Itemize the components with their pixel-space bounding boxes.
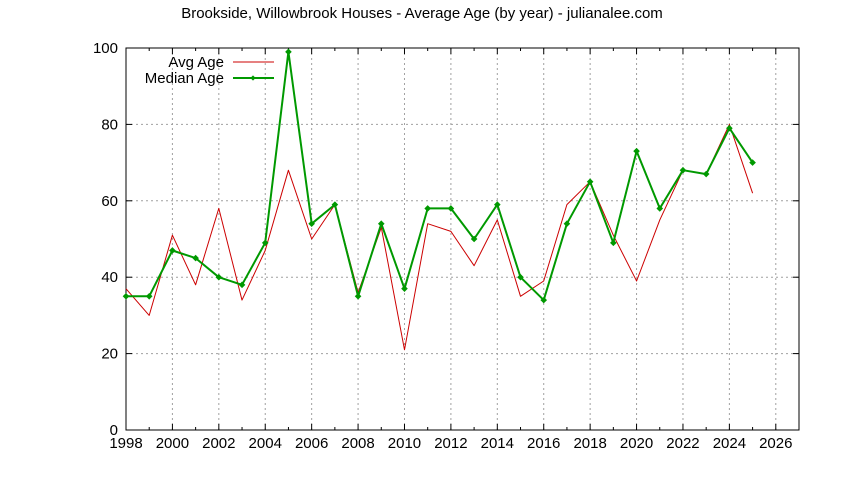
data-point	[285, 48, 292, 56]
x-tick-label: 2008	[341, 435, 374, 452]
legend-label: Avg Age	[168, 54, 224, 71]
data-point	[424, 205, 431, 212]
data-point	[540, 296, 548, 304]
legend-marker	[250, 75, 256, 81]
data-point	[494, 201, 501, 208]
chart-title: Brookside, Willowbrook Houses - Average …	[181, 5, 663, 22]
data-point	[261, 239, 269, 247]
x-tick-label: 2014	[481, 435, 514, 452]
data-point	[377, 220, 385, 228]
plot-frame	[125, 47, 800, 431]
data-point	[470, 235, 478, 243]
data-point	[308, 220, 315, 228]
x-tick-label: 2022	[666, 435, 699, 452]
data-point	[215, 273, 223, 281]
data-point	[633, 147, 640, 155]
data-point	[749, 159, 756, 166]
data-point	[517, 273, 524, 281]
x-axis: 1998 2000 2002 2004 2006 2008 2010 2012 2014 2016…	[109, 48, 792, 452]
data-point	[702, 170, 710, 178]
x-tick-label: 2004	[249, 435, 282, 452]
x-tick-label: 1998	[109, 435, 142, 452]
x-tick-label: 2016	[527, 435, 560, 452]
x-tick-label: 2000	[156, 435, 189, 452]
x-tick-label: 2026	[759, 435, 792, 452]
data-point	[679, 166, 687, 174]
x-tick-label: 2010	[388, 435, 421, 452]
data-point	[122, 292, 130, 300]
y-axis: 0 20 40 60 80 100	[93, 40, 799, 439]
y-tick-label: 100	[93, 40, 118, 57]
data-point	[238, 281, 246, 289]
series-layer	[122, 48, 756, 351]
data-point	[401, 285, 408, 292]
x-tick-label: 2018	[573, 435, 606, 452]
data-point	[447, 205, 455, 212]
x-tick-label: 2006	[295, 435, 328, 452]
series-line-median-age	[126, 50, 754, 302]
legend-label: Median Age	[145, 70, 224, 87]
x-tick-label: 2024	[713, 435, 746, 452]
series-line-avg-age	[125, 123, 754, 351]
data-point	[145, 292, 153, 300]
data-point	[656, 205, 664, 212]
data-point	[169, 247, 176, 254]
data-point	[610, 239, 617, 247]
y-tick-label: 0	[110, 422, 118, 439]
y-tick-label: 60	[101, 193, 118, 210]
data-point	[331, 201, 339, 208]
plot-border	[125, 47, 800, 431]
data-point	[726, 124, 733, 132]
x-tick-label: 2012	[434, 435, 467, 452]
x-tick-label: 2002	[202, 435, 235, 452]
y-tick-label: 20	[101, 346, 118, 363]
y-tick-label: 40	[101, 269, 118, 286]
data-point	[354, 292, 362, 300]
data-point	[192, 254, 199, 262]
x-tick-label: 2020	[620, 435, 653, 452]
y-tick-label: 80	[101, 116, 118, 133]
data-point	[586, 178, 594, 186]
data-point	[563, 220, 571, 228]
